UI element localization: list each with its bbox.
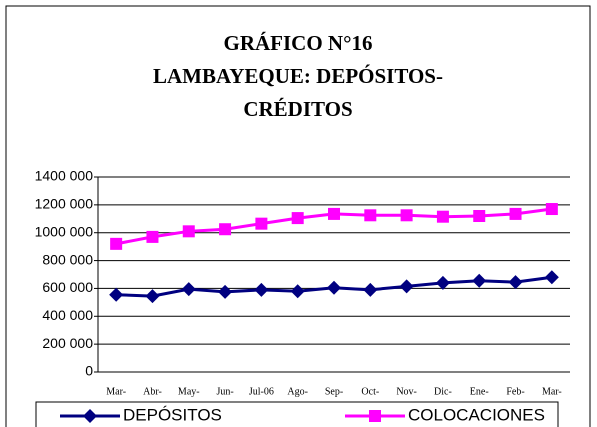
y-tick-label: 200 000 bbox=[42, 335, 93, 351]
x-tick-label: Abr- bbox=[143, 386, 162, 397]
point bbox=[509, 207, 522, 220]
y-tick-label: 0 bbox=[85, 363, 93, 379]
point bbox=[254, 282, 269, 297]
y-tick-label: 1200 000 bbox=[35, 196, 94, 212]
point bbox=[435, 275, 450, 290]
chart-title: CRÉDITOS bbox=[243, 97, 352, 121]
y-tick-label: 400 000 bbox=[42, 307, 93, 323]
point bbox=[255, 217, 268, 230]
point bbox=[145, 289, 160, 304]
y-tick-label: 600 000 bbox=[42, 279, 93, 295]
y-tick-label: 1000 000 bbox=[35, 223, 94, 239]
point bbox=[436, 210, 449, 223]
point bbox=[545, 203, 558, 216]
point bbox=[218, 284, 233, 299]
point bbox=[328, 207, 340, 220]
point bbox=[182, 225, 195, 238]
x-tick-label: Feb- bbox=[506, 386, 524, 397]
x-tick-label: Jun- bbox=[216, 386, 233, 397]
point bbox=[110, 237, 123, 250]
legend-label: COLOCACIONES bbox=[408, 405, 545, 424]
x-tick-label: Dic- bbox=[434, 386, 452, 397]
x-tick-label: May- bbox=[178, 386, 200, 397]
point bbox=[291, 212, 304, 225]
chart-title: GRÁFICO N°16 bbox=[224, 31, 373, 55]
x-tick-label: Ene- bbox=[470, 386, 489, 397]
point bbox=[363, 282, 378, 297]
chart-title: LAMBAYEQUE: DEPÓSITOS- bbox=[153, 64, 443, 88]
y-tick-label: 1400 000 bbox=[35, 168, 94, 184]
point bbox=[181, 282, 196, 297]
x-tick-label: Ago- bbox=[287, 386, 308, 397]
point bbox=[544, 270, 559, 285]
x-tick-label: Mar- bbox=[106, 386, 126, 397]
x-tick-label: Nov- bbox=[396, 386, 417, 397]
y-tick-label: 800 000 bbox=[42, 251, 93, 267]
x-tick-label: Mar- bbox=[542, 386, 562, 397]
point bbox=[508, 275, 523, 290]
point bbox=[290, 284, 305, 299]
legend-marker bbox=[83, 409, 97, 423]
x-tick-label: Jul-06 bbox=[249, 386, 274, 397]
legend-label: DEPÓSITOS bbox=[123, 405, 222, 424]
x-tick-label: Oct- bbox=[361, 386, 379, 397]
point bbox=[364, 209, 377, 222]
legend-box bbox=[35, 401, 559, 427]
point bbox=[146, 230, 159, 243]
point bbox=[109, 287, 124, 302]
point bbox=[473, 210, 486, 222]
legend-marker bbox=[369, 410, 381, 422]
point bbox=[219, 223, 232, 236]
point bbox=[399, 279, 414, 294]
x-tick-label: Sep- bbox=[325, 386, 343, 397]
point bbox=[327, 280, 341, 295]
point bbox=[400, 209, 413, 222]
point bbox=[472, 273, 487, 288]
